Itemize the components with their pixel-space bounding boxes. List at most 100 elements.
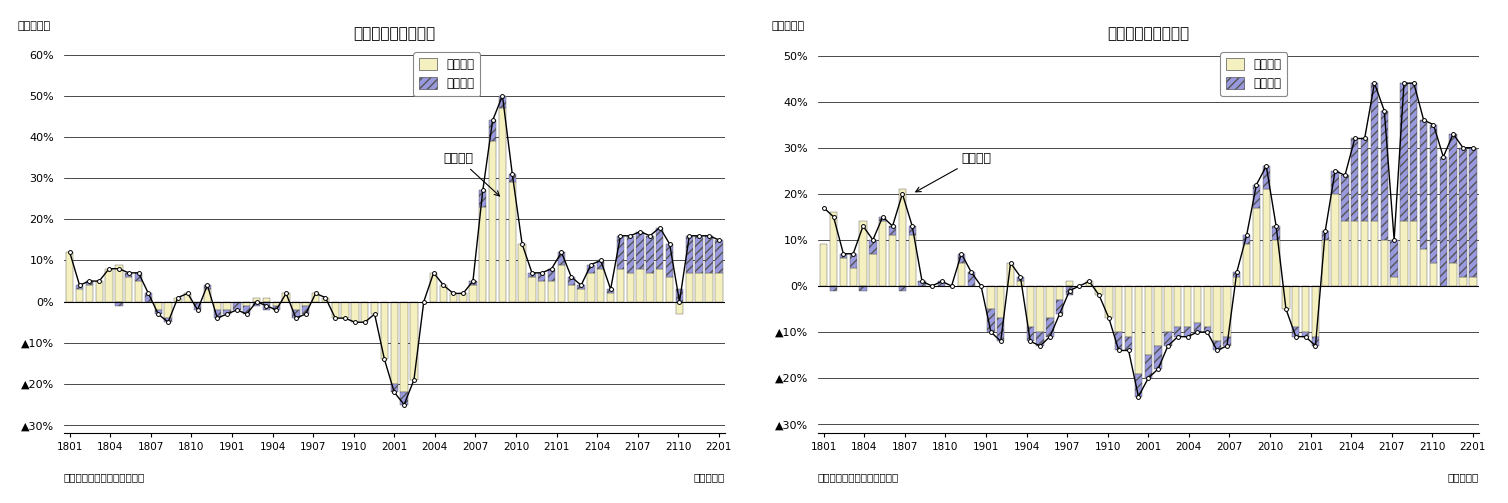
Bar [1234,272,1241,277]
Bar [1243,244,1250,286]
Bar [587,273,594,302]
Bar [840,259,847,286]
Bar [1027,286,1034,327]
Bar [695,236,703,273]
Bar [558,265,566,302]
Bar [1007,263,1015,286]
Legend: 数量要因, 価格要因: 数量要因, 価格要因 [1220,52,1288,96]
Bar [341,302,348,318]
Bar [332,302,339,318]
Bar [578,289,585,302]
Bar [115,302,122,306]
Bar [125,277,133,302]
Bar [829,286,837,291]
Bar [1194,323,1202,332]
Bar [75,285,83,289]
Bar [214,310,220,318]
Text: （資料）財務省「貿易統計」: （資料）財務省「貿易統計」 [817,472,899,482]
Bar [204,289,211,302]
Bar [1114,286,1122,332]
Bar [1016,277,1024,281]
Bar [508,174,516,182]
Bar [282,293,290,302]
Bar [908,226,915,235]
Bar [469,285,477,302]
Bar [106,269,113,302]
Bar [1469,148,1476,277]
Bar [1036,286,1044,332]
Bar [899,286,906,291]
Bar [519,244,526,302]
Text: 輸出金額: 輸出金額 [443,151,499,196]
Bar [1460,148,1467,277]
Bar [1125,337,1133,351]
Bar [1390,240,1398,277]
Bar [656,227,664,269]
Bar [1401,221,1407,286]
Bar [1134,374,1142,396]
Bar [204,285,211,289]
Bar [667,244,674,277]
Bar [879,217,887,221]
Bar [647,273,653,302]
Bar [617,236,624,269]
Bar [1234,277,1241,286]
Bar [1332,171,1339,194]
Bar [273,302,280,306]
Bar [1223,337,1231,346]
Bar [606,289,614,293]
Bar [1449,134,1457,263]
Bar [686,273,694,302]
Bar [1214,341,1221,351]
Bar [636,269,644,302]
Bar [66,252,74,302]
Bar [1341,176,1348,221]
Bar [380,302,388,359]
Bar [1134,286,1142,374]
Bar [1410,83,1418,221]
Bar [869,240,876,254]
Bar [636,232,644,269]
Bar [1066,281,1074,286]
Bar [1203,327,1211,332]
Bar [401,392,407,404]
Bar [243,302,250,306]
Text: 輸入金額: 輸入金額 [915,151,991,192]
Bar [1056,286,1063,300]
Text: （前年比）: （前年比） [18,21,51,31]
Bar [1460,277,1467,286]
Bar [1440,157,1448,286]
Bar [293,302,300,310]
Text: （資料）財務省「貿易統計」: （資料）財務省「貿易統計」 [63,472,145,482]
Bar [888,235,896,286]
Bar [908,235,915,286]
Bar [528,277,535,302]
Bar [938,281,946,286]
Bar [1282,286,1289,309]
Bar [997,286,1004,318]
Bar [869,254,876,286]
Bar [1086,281,1093,286]
Bar [164,302,172,318]
Bar [480,191,487,207]
Bar [820,244,828,286]
Bar [125,273,133,277]
Bar [391,302,398,384]
Bar [1105,286,1113,318]
Bar [321,298,329,302]
Bar [1155,286,1161,346]
Bar [273,306,280,310]
Bar [988,309,995,332]
Bar [253,302,261,306]
Legend: 数量要因, 価格要因: 数量要因, 価格要因 [413,52,481,96]
Bar [1401,83,1407,221]
Bar [1273,240,1280,286]
Bar [1164,286,1172,332]
Bar [401,302,407,392]
Bar [840,254,847,259]
Bar [958,263,965,286]
Bar [115,265,122,302]
Bar [968,272,974,286]
Bar [1214,286,1221,341]
Bar [1360,138,1368,221]
